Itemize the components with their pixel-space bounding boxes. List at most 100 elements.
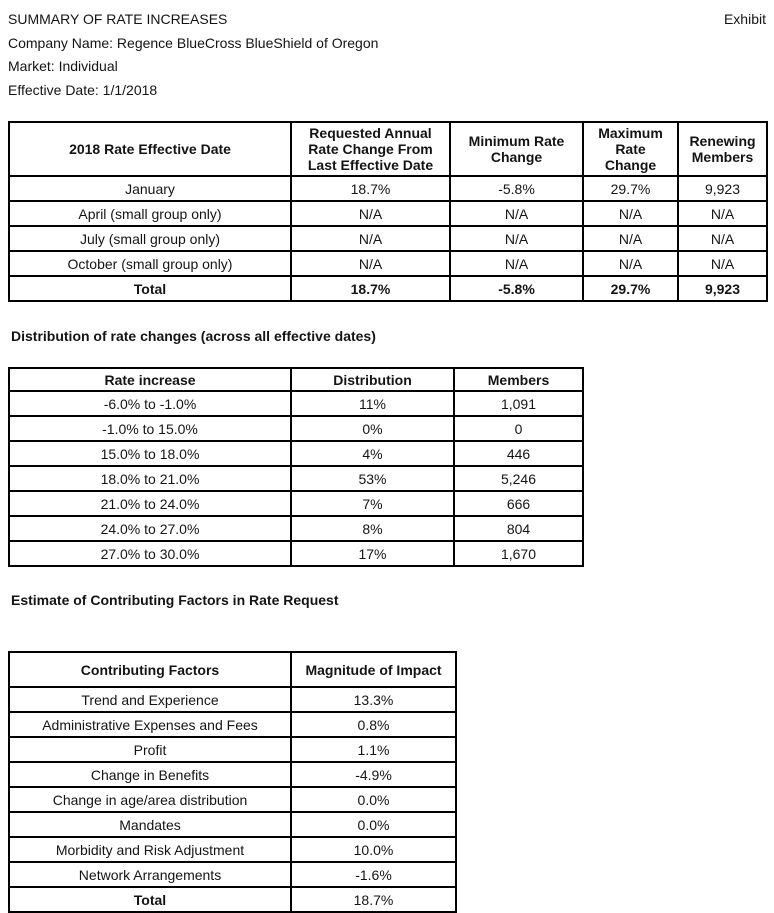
- row-label: April (small group only): [8, 200, 292, 227]
- row-label: Total: [8, 886, 292, 913]
- document-header: SUMMARY OF RATE INCREASES Exhibit Compan…: [8, 8, 766, 102]
- row-label: Trend and Experience: [8, 686, 292, 713]
- table-row: Change in Benefits -4.9%: [8, 761, 457, 788]
- column-header-distribution: Distribution: [290, 367, 455, 392]
- table-cell: 0%: [290, 415, 455, 442]
- row-label: Change in age/area distribution: [8, 786, 292, 813]
- table-cell: -4.9%: [290, 761, 457, 788]
- table-cell: -5.8%: [449, 175, 584, 202]
- table-cell: 10.0%: [290, 836, 457, 863]
- row-label: 18.0% to 21.0%: [8, 465, 292, 492]
- row-label: October (small group only): [8, 250, 292, 277]
- table-cell: 7%: [290, 490, 455, 517]
- column-header-members: Members: [453, 367, 584, 392]
- table-header-row: 2018 Rate Effective Date Requested Annua…: [8, 121, 768, 177]
- table-cell: 18.7%: [290, 886, 457, 913]
- market-line: Market: Individual: [8, 58, 118, 74]
- row-label: 27.0% to 30.0%: [8, 540, 292, 567]
- table-cell: -1.6%: [290, 861, 457, 888]
- table-cell: 1,091: [453, 390, 584, 417]
- row-label: Total: [8, 275, 292, 302]
- table-row: 27.0% to 30.0% 17% 1,670: [8, 540, 584, 567]
- table-row: January 18.7% -5.8% 29.7% 9,923: [8, 175, 768, 202]
- table-cell: N/A: [677, 250, 768, 277]
- table-cell: N/A: [582, 200, 679, 227]
- column-header-renewing-members: Renewing Members: [677, 121, 768, 177]
- table-row: 24.0% to 27.0% 8% 804: [8, 515, 584, 542]
- page-title: SUMMARY OF RATE INCREASES: [8, 11, 228, 27]
- table-cell: 13.3%: [290, 686, 457, 713]
- row-label: 24.0% to 27.0%: [8, 515, 292, 542]
- table-cell: 0.8%: [290, 711, 457, 738]
- rate-summary-table: 2018 Rate Effective Date Requested Annua…: [8, 121, 768, 302]
- table-cell: N/A: [290, 250, 451, 277]
- exhibit-label: Exhibit: [723, 11, 766, 27]
- table-cell: N/A: [582, 250, 679, 277]
- table-cell: 1,670: [453, 540, 584, 567]
- table-row: -6.0% to -1.0% 11% 1,091: [8, 390, 584, 417]
- column-header-magnitude: Magnitude of Impact: [290, 651, 457, 688]
- table-row: Profit 1.1%: [8, 736, 457, 763]
- row-label: Change in Benefits: [8, 761, 292, 788]
- table-row: Trend and Experience 13.3%: [8, 686, 457, 713]
- table-cell: N/A: [677, 200, 768, 227]
- table-total-row: Total 18.7% -5.8% 29.7% 9,923: [8, 275, 768, 302]
- table-cell: 9,923: [677, 175, 768, 202]
- table-row: Morbidity and Risk Adjustment 10.0%: [8, 836, 457, 863]
- table-cell: N/A: [677, 225, 768, 252]
- row-label: -6.0% to -1.0%: [8, 390, 292, 417]
- row-label: Network Arrangements: [8, 861, 292, 888]
- column-header-rate-increase: Rate increase: [8, 367, 292, 392]
- table-cell: 11%: [290, 390, 455, 417]
- row-label: -1.0% to 15.0%: [8, 415, 292, 442]
- table-cell: 446: [453, 440, 584, 467]
- table-cell: N/A: [449, 200, 584, 227]
- table-cell: 8%: [290, 515, 455, 542]
- factors-heading: Estimate of Contributing Factors in Rate…: [11, 592, 339, 608]
- table-cell: N/A: [449, 250, 584, 277]
- row-label: Morbidity and Risk Adjustment: [8, 836, 292, 863]
- table-cell: N/A: [290, 225, 451, 252]
- row-label: January: [8, 175, 292, 202]
- table-row: Change in age/area distribution 0.0%: [8, 786, 457, 813]
- table-row: 15.0% to 18.0% 4% 446: [8, 440, 584, 467]
- table-cell: 18.7%: [290, 275, 451, 302]
- table-cell: 29.7%: [582, 275, 679, 302]
- table-cell: N/A: [582, 225, 679, 252]
- column-header-minimum-change: Minimum Rate Change: [449, 121, 584, 177]
- table-cell: N/A: [290, 200, 451, 227]
- table-row: 21.0% to 24.0% 7% 666: [8, 490, 584, 517]
- table-cell: N/A: [449, 225, 584, 252]
- table-cell: 18.7%: [290, 175, 451, 202]
- table-header-row: Contributing Factors Magnitude of Impact: [8, 651, 457, 688]
- table-cell: 0.0%: [290, 811, 457, 838]
- table-cell: -5.8%: [449, 275, 584, 302]
- table-header-row: Rate increase Distribution Members: [8, 367, 584, 392]
- table-cell: 53%: [290, 465, 455, 492]
- table-cell: 4%: [290, 440, 455, 467]
- table-cell: 0.0%: [290, 786, 457, 813]
- table-cell: 666: [453, 490, 584, 517]
- table-row: Administrative Expenses and Fees 0.8%: [8, 711, 457, 738]
- table-cell: 5,246: [453, 465, 584, 492]
- table-row: Network Arrangements -1.6%: [8, 861, 457, 888]
- table-cell: 0: [453, 415, 584, 442]
- title-row: SUMMARY OF RATE INCREASES Exhibit: [8, 8, 766, 32]
- table-row: -1.0% to 15.0% 0% 0: [8, 415, 584, 442]
- table-row: April (small group only) N/A N/A N/A N/A: [8, 200, 768, 227]
- table-cell: 804: [453, 515, 584, 542]
- row-label: July (small group only): [8, 225, 292, 252]
- table-cell: 9,923: [677, 275, 768, 302]
- table-total-row: Total 18.7%: [8, 886, 457, 913]
- table-cell: 1.1%: [290, 736, 457, 763]
- table-row: Mandates 0.0%: [8, 811, 457, 838]
- effective-date-line: Effective Date: 1/1/2018: [8, 81, 158, 98]
- company-line: Company Name: Regence BlueCross BlueShie…: [8, 34, 379, 51]
- column-header-maximum-change: Maximum Rate Change: [582, 121, 679, 177]
- factors-table: Contributing Factors Magnitude of Impact…: [8, 651, 457, 913]
- distribution-table: Rate increase Distribution Members -6.0%…: [8, 367, 584, 567]
- row-label: Administrative Expenses and Fees: [8, 711, 292, 738]
- table-row: October (small group only) N/A N/A N/A N…: [8, 250, 768, 277]
- table-row: 18.0% to 21.0% 53% 5,246: [8, 465, 584, 492]
